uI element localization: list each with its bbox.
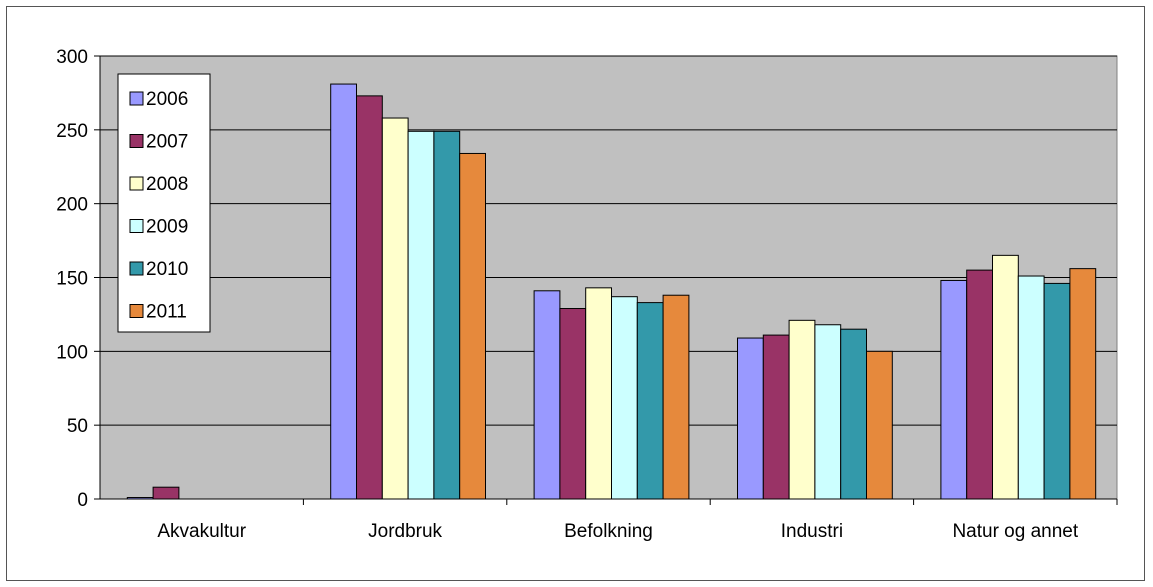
bar-2011-natur-og-annet (1069, 268, 1097, 500)
bar-2011-jordbruk (459, 152, 487, 500)
bar-2011-befolkning (662, 294, 690, 500)
y-tick-label: 50 (67, 416, 88, 437)
legend-swatch (129, 261, 144, 276)
legend-box (117, 73, 211, 333)
bar-2007-akvakultur (152, 486, 180, 500)
bar-2008-befolkning (585, 287, 613, 500)
legend-label: 2011 (146, 302, 187, 323)
bar-2008-natur-og-annet (992, 254, 1019, 500)
legend-label: 2010 (146, 259, 188, 280)
bar-2011-industri (866, 350, 893, 500)
bar-2007-jordbruk (356, 95, 383, 500)
bar-2007-natur-og-annet (966, 269, 994, 500)
legend-swatch (129, 91, 144, 106)
bar-2009-jordbruk (407, 130, 435, 500)
bar-2006-akvakultur (126, 497, 154, 500)
legend-swatch (129, 176, 144, 191)
legend-swatch (129, 134, 144, 148)
bar-2010-industri (840, 328, 868, 500)
y-tick-label: 100 (56, 342, 88, 363)
bar-2006-jordbruk (330, 83, 358, 500)
legend-swatch (129, 219, 144, 233)
bar-2006-befolkning (533, 290, 561, 500)
bar-2007-befolkning (559, 308, 587, 500)
bar-2008-jordbruk (381, 117, 409, 500)
legend-label: 2009 (146, 217, 188, 238)
bar-2009-befolkning (611, 296, 638, 500)
y-tick-label: 300 (56, 47, 88, 68)
x-category-label: Akvakultur (157, 521, 246, 542)
x-category-label: Industri (781, 521, 843, 542)
legend-label: 2006 (146, 89, 188, 110)
bar-2006-industri (737, 337, 764, 500)
y-tick-label: 250 (56, 121, 88, 142)
bar-2010-befolkning (636, 302, 664, 500)
x-category-label: Natur og annet (952, 521, 1078, 542)
bar-2009-natur-og-annet (1017, 275, 1045, 500)
y-tick-label: 150 (56, 269, 88, 290)
legend-label: 2007 (146, 132, 188, 153)
bar-2006-natur-og-annet (940, 279, 968, 500)
bar-2009-industri (814, 324, 842, 500)
bar-2010-jordbruk (433, 130, 461, 500)
legend-label: 2008 (146, 174, 188, 195)
bar-2010-natur-og-annet (1043, 282, 1071, 500)
y-tick-label: 200 (56, 195, 88, 216)
x-category-label: Jordbruk (368, 521, 442, 542)
bar-2008-industri (788, 319, 816, 500)
legend-swatch (129, 304, 144, 318)
x-category-label: Befolkning (564, 521, 653, 542)
y-tick-label: 0 (77, 490, 88, 511)
bar-2007-industri (762, 334, 790, 500)
